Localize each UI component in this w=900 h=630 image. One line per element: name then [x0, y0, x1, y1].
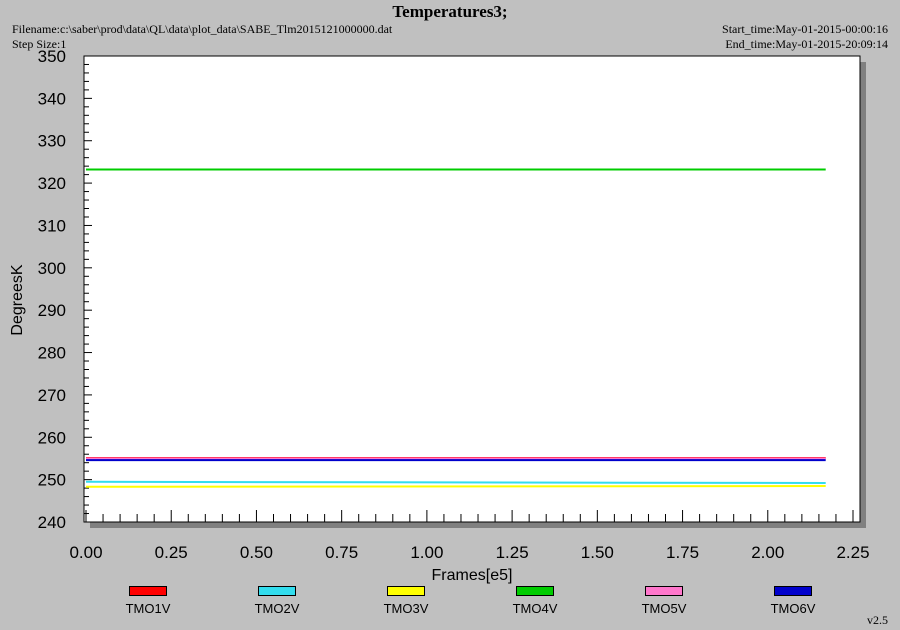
- legend-item-tmo5v: TMO5V: [624, 586, 704, 618]
- start-time-text: Start_time:May-01-2015-00:00:16: [722, 22, 888, 36]
- y-tick-label: 280: [38, 344, 66, 363]
- x-tick-label: 1.00: [410, 543, 443, 562]
- y-tick-label: 270: [38, 386, 66, 405]
- y-tick-label: 330: [38, 132, 66, 151]
- x-tick-label: 0.75: [325, 543, 358, 562]
- x-tick-label: 2.00: [751, 543, 784, 562]
- y-tick-label: 320: [38, 174, 66, 193]
- version-text: v2.5: [867, 613, 888, 627]
- x-tick-label: 0.00: [69, 543, 102, 562]
- legend-swatch: [774, 586, 812, 596]
- legend-item-tmo2v: TMO2V: [237, 586, 317, 618]
- x-axis-label: Frames[e5]: [432, 567, 513, 584]
- series-line-tmo3v: [85, 485, 826, 488]
- legend-swatch: [516, 586, 554, 596]
- x-tick-label: 0.50: [240, 543, 273, 562]
- y-tick-label: 240: [38, 513, 66, 532]
- end-time-text: End_time:May-01-2015-20:09:14: [725, 37, 888, 51]
- legend-swatch: [645, 586, 683, 596]
- legend-swatch: [129, 586, 167, 596]
- legend-label: TMO5V: [641, 601, 687, 616]
- y-tick-label: 250: [38, 471, 66, 490]
- legend-label: TMO2V: [254, 601, 300, 616]
- legend-swatch: [387, 586, 425, 596]
- legend-item-tmo3v: TMO3V: [366, 586, 446, 618]
- filename-text: Filename:c:\saber\prod\data\QL\data\plot…: [12, 22, 393, 36]
- x-tick-label: 1.25: [496, 543, 529, 562]
- y-tick-label: 300: [38, 259, 66, 278]
- y-tick-label: 350: [38, 47, 66, 66]
- y-tick-label: 310: [38, 216, 66, 235]
- y-tick-label: 290: [38, 301, 66, 320]
- y-tick-label: 260: [38, 428, 66, 447]
- legend-label: TMO4V: [512, 601, 558, 616]
- legend-item-tmo4v: TMO4V: [495, 586, 575, 618]
- series-line-tmo2v: [85, 480, 826, 484]
- x-tick-label: 0.25: [155, 543, 188, 562]
- legend-label: TMO6V: [770, 601, 816, 616]
- legend-label: TMO3V: [383, 601, 429, 616]
- x-tick-label: 2.25: [836, 543, 869, 562]
- legend-item-tmo6v: TMO6V: [753, 586, 833, 618]
- plot-area: [83, 55, 861, 523]
- y-tick-label: 340: [38, 89, 66, 108]
- legend-label: TMO1V: [125, 601, 171, 616]
- step-size-text: Step Size:1: [12, 37, 67, 51]
- chart-title: Temperatures3;: [392, 2, 508, 21]
- x-tick-label: 1.75: [666, 543, 699, 562]
- legend-item-tmo1v: TMO1V: [108, 586, 188, 618]
- y-axis-label: DegreesK: [9, 264, 26, 335]
- legend-swatch: [258, 586, 296, 596]
- x-tick-label: 1.50: [581, 543, 614, 562]
